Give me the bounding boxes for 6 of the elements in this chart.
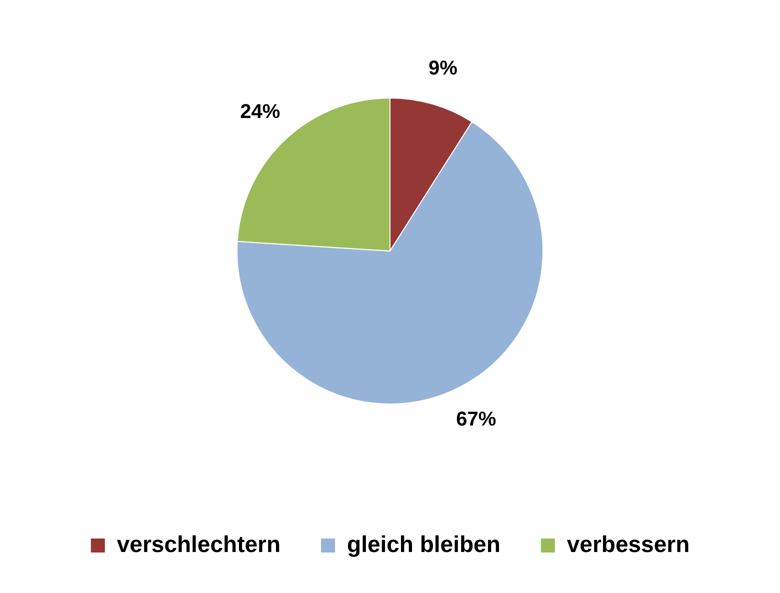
legend-label: verbessern — [566, 530, 690, 557]
data-label: 67% — [456, 408, 496, 431]
legend-label: gleich bleiben — [347, 530, 500, 557]
data-label: 9% — [428, 57, 458, 80]
data-label: 24% — [240, 101, 280, 124]
legend-label: verschlechtern — [116, 530, 281, 557]
